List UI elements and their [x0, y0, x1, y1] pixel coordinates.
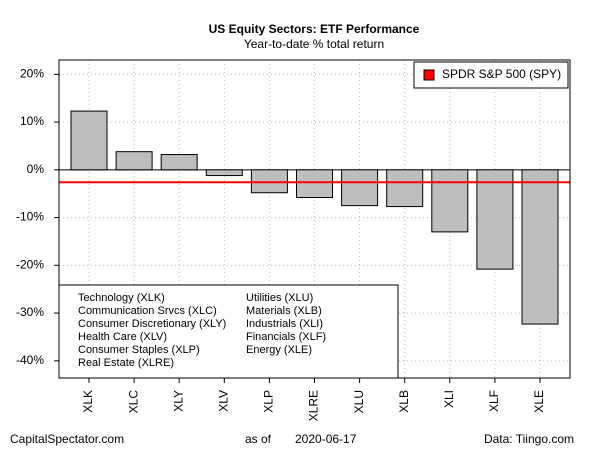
bar [431, 169, 469, 233]
chart-title: US Equity Sectors: ETF Performance [209, 22, 420, 36]
x-tick-label: XLB [397, 390, 411, 413]
description-label: Consumer Discretionary (XLY) [78, 318, 226, 330]
bar [115, 151, 153, 171]
plot-frame [58, 59, 571, 379]
description-label: Consumer Staples (XLP) [78, 344, 200, 356]
x-tick-label: XLP [262, 390, 276, 413]
description-label: Technology (XLK) [78, 292, 165, 304]
bar [205, 169, 243, 177]
x-tick-label: XLC [126, 390, 140, 414]
legend-label: SPDR S&P 500 (SPY) [442, 67, 561, 81]
legend-box [413, 61, 569, 89]
bar [70, 110, 108, 171]
y-tick-label: -40% [16, 353, 44, 367]
chart-subtitle: Year-to-date % total return [244, 37, 384, 51]
x-tick-label: XLY [171, 390, 185, 412]
description-box [58, 284, 399, 379]
bar [341, 169, 379, 207]
description-label: Energy (XLE) [246, 344, 312, 356]
legend-swatch [423, 69, 435, 81]
y-tick-label: 20% [20, 66, 44, 80]
description-label: Utilities (XLU) [246, 292, 313, 304]
x-tick-label: XLI [442, 390, 456, 408]
y-tick-label: -10% [16, 210, 44, 224]
bar [521, 169, 559, 325]
description-label: Industrials (XLI) [246, 318, 323, 330]
x-tick-label: XLE [532, 390, 546, 413]
description-label: Materials (XLB) [246, 305, 322, 317]
x-tick-label: XLK [81, 390, 95, 413]
x-tick-label: XLRE [307, 390, 321, 421]
x-tick-label: XLU [352, 390, 366, 413]
footer-left: CapitalSpectator.com [10, 432, 124, 446]
bar [476, 169, 514, 270]
bar [296, 169, 333, 199]
x-tick-label: XLV [216, 390, 230, 412]
description-label: Health Care (XLV) [78, 331, 167, 343]
bar [386, 169, 424, 208]
bar [160, 154, 198, 171]
description-label: Real Estate (XLRE) [78, 357, 174, 369]
footer-date: 2020-06-17 [295, 432, 357, 446]
footer-as-of: as of [245, 432, 272, 446]
x-tick-label: XLF [487, 390, 501, 412]
footer-right: Data: Tiingo.com [484, 432, 574, 446]
y-tick-label: -20% [16, 257, 44, 271]
description-label: Financials (XLF) [246, 331, 326, 343]
y-tick-label: 0% [27, 162, 45, 176]
y-tick-label: 10% [20, 114, 44, 128]
y-tick-label: -30% [16, 305, 44, 319]
description-label: Communication Srvcs (XLC) [78, 305, 217, 317]
